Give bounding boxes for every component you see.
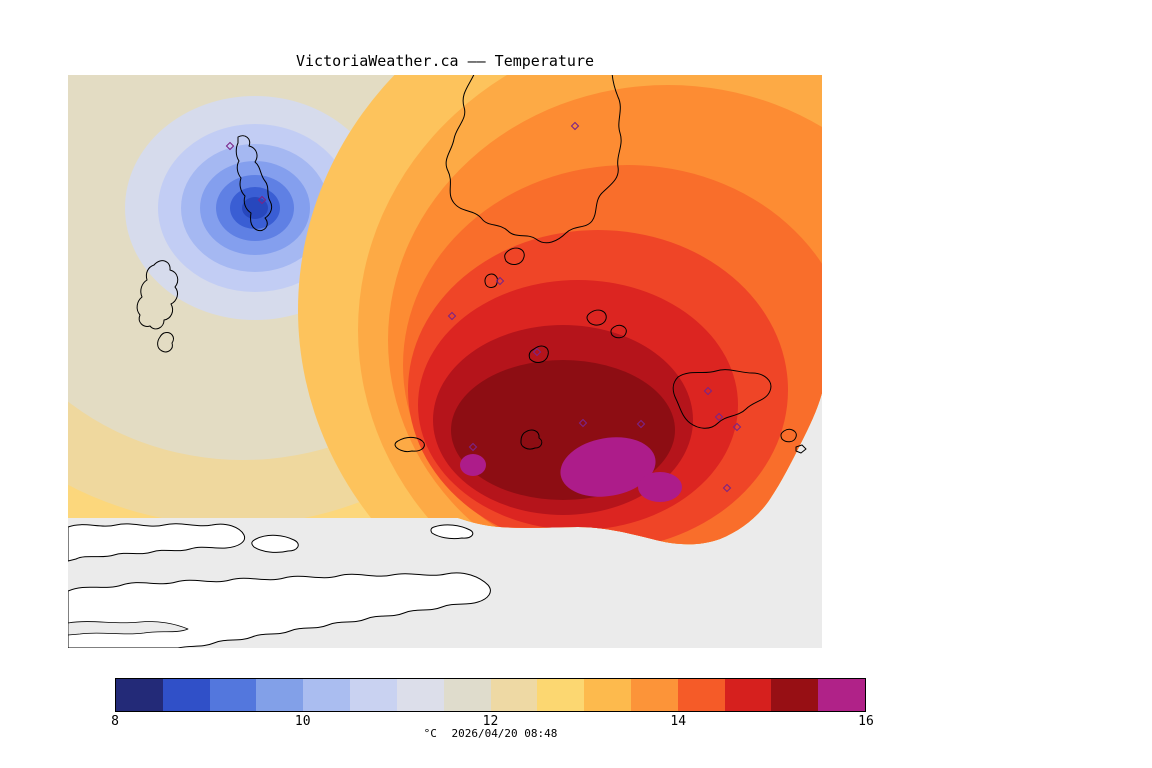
coastline-path <box>780 428 797 443</box>
contour-fill <box>460 454 486 476</box>
colorbar-tick-label: 12 <box>482 714 499 729</box>
colorbar-segment <box>209 679 257 711</box>
station-marker <box>703 386 713 396</box>
colorbar-segment <box>116 679 163 711</box>
coastlines <box>136 75 807 454</box>
station-marker <box>570 121 580 131</box>
station-marker <box>714 412 724 422</box>
station-marker <box>532 347 542 357</box>
colorbar-segment <box>490 679 538 711</box>
timestamp-label: 2026/04/20 08:48 <box>451 727 558 740</box>
temperature-map <box>68 75 822 648</box>
station-marker <box>722 483 732 493</box>
colorbar-ticks: 8 10 12 14 16 <box>111 714 874 729</box>
colorbar-caption: °C 2026/04/20 08:48 <box>115 727 866 740</box>
colorbar-segment <box>584 679 631 711</box>
temperature-field <box>68 75 822 545</box>
colorbar-tick-label: 16 <box>858 714 874 729</box>
land-shape <box>430 524 474 540</box>
land-shape <box>68 523 246 562</box>
coastline-path <box>235 135 273 232</box>
station-marker <box>257 195 267 205</box>
coastline-path <box>672 369 772 429</box>
station-marker <box>636 419 646 429</box>
station-marker <box>447 311 457 321</box>
station-marker <box>495 276 505 286</box>
coastline-path <box>484 273 498 288</box>
contour-fill <box>560 437 656 497</box>
station-marker <box>225 141 235 151</box>
colorbar-segment <box>537 679 585 711</box>
coastline-path <box>610 324 627 339</box>
colorbar <box>115 678 866 712</box>
land-shape <box>251 534 299 553</box>
colorbar-tick-label: 14 <box>670 714 687 729</box>
colorbar-segment <box>350 679 397 711</box>
no-data-land <box>68 523 491 648</box>
colorbar-unit-label: °C <box>423 727 437 740</box>
coastline-path <box>795 444 807 454</box>
coastline-path <box>157 332 174 353</box>
colorbar-segment <box>303 679 351 711</box>
colorbar-tick-label: 10 <box>294 714 311 729</box>
station-marker <box>468 442 478 452</box>
colorbar-tick-label: 8 <box>111 714 119 729</box>
colorbar-segment <box>771 679 819 711</box>
station-marker <box>732 422 742 432</box>
colorbar-segment <box>256 679 304 711</box>
coastline-path <box>586 309 607 326</box>
station-markers <box>225 121 742 493</box>
coastline-path <box>445 75 622 244</box>
station-marker <box>578 418 588 428</box>
temperature-map-svg <box>68 75 822 648</box>
contour-fill <box>638 472 682 502</box>
coastline-path <box>136 260 179 330</box>
coastline-path <box>520 429 543 450</box>
colorbar-segment <box>443 679 491 711</box>
colorbar-segment <box>630 679 678 711</box>
colorbar-segment <box>162 679 210 711</box>
coastline-path <box>394 436 425 452</box>
colorbar-segment <box>818 679 865 711</box>
colorbar-segment <box>396 679 444 711</box>
colorbar-segment <box>677 679 725 711</box>
inlet-channel <box>68 621 189 636</box>
page-title: VictoriaWeather.ca —— Temperature <box>295 52 594 70</box>
coastline-path <box>504 247 525 265</box>
coastline-path <box>528 345 549 363</box>
colorbar-segment <box>724 679 772 711</box>
